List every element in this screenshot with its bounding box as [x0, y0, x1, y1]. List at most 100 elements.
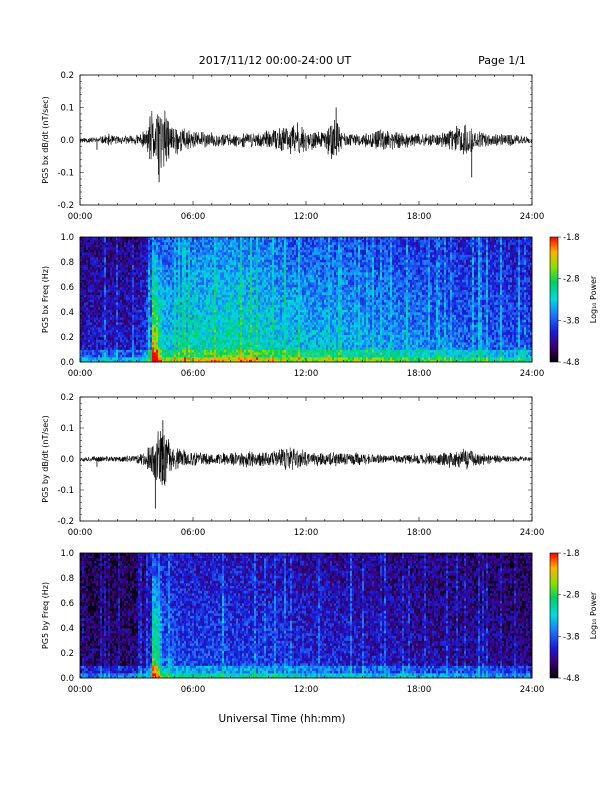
bx-spectrogram-heatmap-cell [180, 297, 183, 300]
bx-spectrogram-heatmap-cell [140, 332, 143, 335]
bx-spectrogram-heatmap-cell [194, 249, 197, 253]
bx-spectrogram-heatmap-cell [198, 317, 201, 320]
bx-spectrogram-heatmap-cell [118, 357, 121, 360]
bx-spectrogram-heatmap-cell [236, 314, 239, 318]
bx-spectrogram-heatmap-cell [94, 324, 97, 328]
bx-spectrogram-heatmap-cell [212, 332, 215, 335]
bx-spectrogram-heatmap-cell [244, 304, 247, 308]
bx-spectrogram-heatmap-cell [174, 297, 177, 300]
bx-spectrogram-heatmap-cell [154, 309, 157, 313]
bx-spectrogram-heatmap-cell [240, 287, 243, 290]
bx-spectrogram-heatmap-cell [112, 244, 115, 248]
bx-spectrogram-heatmap-cell [230, 342, 233, 345]
bx-spectrogram-heatmap-cell [176, 329, 179, 333]
bx-spectrogram-heatmap-cell [168, 292, 171, 295]
bx-spectrogram-heatmap-cell [244, 259, 247, 263]
bx-spectrogram-heatmap-cell [188, 317, 191, 320]
bx-spectrogram-heatmap-cell [136, 287, 139, 290]
bx-spectrogram-heatmap-cell [252, 264, 255, 268]
bx-spectrogram-heatmap-cell [234, 292, 237, 295]
bx-spectrogram-heatmap-cell [220, 249, 223, 253]
bx-spectrogram-heatmap-cell [214, 322, 217, 325]
bx-spectrogram-heatmap-cell [168, 337, 171, 340]
bx-spectrogram-heatmap-cell [250, 359, 253, 363]
bx-spectrogram-heatmap-cell [138, 339, 141, 343]
bx-spectrogram-heatmap-cell [138, 342, 141, 345]
bx-spectrogram-heatmap-cell [164, 314, 167, 318]
bx-spectrogram-heatmap-cell [88, 339, 91, 343]
bx-spectrogram-heatmap-cell [136, 327, 139, 330]
bx-spectrogram-heatmap-cell [268, 324, 271, 328]
bx-spectrogram-heatmap-cell [226, 352, 229, 355]
bx-spectrogram-heatmap-cell [128, 309, 131, 313]
bx-spectrogram-heatmap-cell [200, 314, 203, 318]
bx-spectrogram-heatmap-cell [256, 339, 259, 343]
bx-spectrogram-heatmap-cell [262, 304, 265, 308]
bx-spectrogram-heatmap-cell [184, 274, 187, 278]
bx-spectrogram-heatmap-cell [214, 262, 217, 265]
bx-spectrogram-heatmap-cell [224, 304, 227, 308]
bx-spectrogram-heatmap-cell [166, 329, 169, 333]
bx-spectrogram-heatmap-cell [190, 349, 193, 353]
bx-spectrogram-heatmap-cell [196, 289, 199, 293]
bx-spectrogram-heatmap-cell [230, 304, 233, 308]
bx-spectrogram-heatmap-cell [158, 334, 161, 338]
bx-spectrogram-heatmap-cell [206, 292, 209, 295]
bx-spectrogram-heatmap-cell [256, 257, 259, 260]
bx-spectrogram-heatmap-cell [90, 284, 93, 288]
bx-spectrogram-heatmap-cell [236, 239, 239, 243]
bx-spectrogram-heatmap-cell [206, 307, 209, 310]
bx-spectrogram-heatmap-cell [122, 329, 125, 333]
bx-spectrogram-heatmap-cell [176, 254, 179, 258]
bx-spectrogram-heatmap-cell [108, 249, 111, 253]
bx-spectrogram-heatmap-cell [134, 359, 137, 363]
bx-spectrogram-heatmap-cell [124, 262, 127, 265]
bx-spectrogram-heatmap-cell [150, 284, 153, 288]
bx-spectrogram-heatmap-cell [114, 314, 117, 318]
bx-spectrogram-heatmap-cell [204, 252, 207, 255]
bx-spectrogram-heatmap-cell [206, 332, 209, 335]
bx-spectrogram-heatmap-cell [112, 309, 115, 313]
bx-spectrogram-heatmap-cell [154, 269, 157, 273]
bx-spectrogram-heatmap-cell [112, 267, 115, 270]
bx-spectrogram-heatmap-cell [270, 312, 273, 315]
bx-spectrogram-heatmap-cell [176, 262, 179, 265]
bx-spectrogram-heatmap-cell [136, 359, 139, 363]
bx-spectrogram-heatmap-cell [170, 319, 173, 323]
bx-spectrogram-heatmap-cell [136, 357, 139, 360]
bx-spectrogram-heatmap-cell [164, 282, 167, 285]
bx-spectrogram-heatmap-cell [210, 354, 213, 358]
bx-spectrogram-heatmap-cell [262, 257, 265, 260]
bx-spectrogram-heatmap-cell [84, 327, 87, 330]
bx-spectrogram-heatmap-cell [120, 239, 123, 243]
bx-spectrogram-heatmap-cell [140, 277, 143, 280]
bx-spectrogram-heatmap-cell [222, 304, 225, 308]
bx-spectrogram-heatmap-cell [174, 277, 177, 280]
bx-spectrogram-heatmap-cell [126, 297, 129, 300]
bx-spectrogram-heatmap-cell [262, 334, 265, 338]
bx-spectrogram-heatmap-cell [106, 249, 109, 253]
bx-spectrogram-heatmap-cell [174, 257, 177, 260]
bx-spectrogram-heatmap-cell [94, 269, 97, 273]
bx-spectrogram-heatmap-cell [188, 287, 191, 290]
bx-spectrogram-heatmap-cell [258, 299, 261, 303]
bx-spectrogram-heatmap-cell [106, 322, 109, 325]
bx-spectrogram-heatmap-cell [108, 247, 111, 250]
bx-spectrogram-heatmap-cell [270, 359, 273, 363]
bx-spectrogram-heatmap-cell [102, 274, 105, 278]
bx-spectrogram-heatmap-cell [170, 347, 173, 350]
bx-spectrogram-heatmap-cell [102, 242, 105, 245]
bx-spectrogram-heatmap-cell [132, 332, 135, 335]
bx-spectrogram-heatmap-cell [206, 319, 209, 323]
bx-spectrogram-heatmap-cell [246, 269, 249, 273]
bx-spectrogram-heatmap-cell [166, 302, 169, 305]
bx-spectrogram-heatmap-cell [126, 319, 129, 323]
bx-spectrogram-heatmap-cell [108, 309, 111, 313]
bx-spectrogram-heatmap-cell [150, 349, 153, 353]
bx-spectrogram-heatmap-cell [144, 272, 147, 275]
bx-spectrogram-heatmap-cell [100, 297, 103, 300]
bx-spectrogram-heatmap-cell [128, 324, 131, 328]
bx-spectrogram-heatmap-cell [130, 317, 133, 320]
bx-spectrogram-heatmap-cell [202, 319, 205, 323]
bx-spectrogram-heatmap-cell [250, 354, 253, 358]
